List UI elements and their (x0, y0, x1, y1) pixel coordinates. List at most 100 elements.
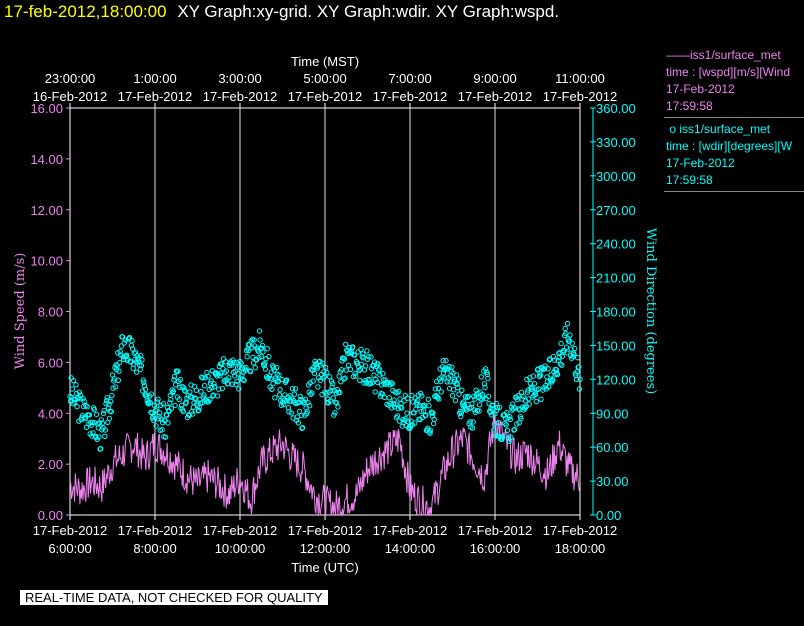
bottom-tick-date: 17-Feb-2012 (543, 523, 617, 538)
right-tick-label: 360.00 (596, 101, 636, 116)
wdir-point (147, 400, 154, 406)
wdir-point (173, 382, 179, 388)
wdir-point (152, 407, 159, 414)
wdir-point (151, 417, 157, 424)
wdir-point (327, 374, 333, 380)
wdir-point (426, 403, 432, 409)
bottom-tick-date: 17-Feb-2012 (203, 523, 277, 538)
wdir-point (380, 371, 386, 377)
wdir-point (508, 434, 514, 440)
wdir-point (435, 385, 441, 392)
legend-divider (664, 117, 804, 118)
wdir-point (193, 387, 200, 393)
wdir-point (321, 374, 328, 380)
wdir-point (217, 373, 223, 379)
right-tick-label: 300.00 (596, 169, 636, 184)
wdir-point (157, 410, 163, 416)
wdir-point (299, 425, 306, 431)
wdir-point (244, 354, 250, 360)
wdir-point (364, 356, 371, 363)
right-tick-label: 330.00 (596, 135, 636, 150)
legend-wspd-date: 17-Feb-2012 (666, 82, 735, 96)
right-tick-label: 0.00 (596, 508, 621, 523)
wdir-point (252, 365, 259, 371)
wdir-point (202, 375, 208, 381)
wdir-point (467, 419, 473, 425)
wdir-point (127, 358, 133, 365)
wdir-point (74, 403, 80, 410)
left-tick-label: 0.00 (38, 508, 63, 523)
wdir-point (214, 393, 221, 399)
wdir-point (545, 366, 551, 372)
wdir-point (86, 412, 93, 418)
quality-disclaimer: REAL-TIME DATA, NOT CHECKED FOR QUALITY (20, 590, 328, 605)
wdir-point (404, 395, 411, 401)
wdir-point (333, 390, 339, 396)
wdir-point (497, 404, 503, 410)
wdir-point (412, 420, 418, 426)
wdir-point (430, 410, 436, 416)
wdir-point (528, 386, 535, 392)
wdir-point (220, 356, 227, 362)
wdir-point (363, 363, 369, 369)
bottom-tick-date: 17-Feb-2012 (458, 523, 532, 538)
wdir-point (301, 399, 307, 405)
wdir-point (119, 334, 126, 340)
wdir-point (374, 379, 381, 385)
bottom-tick-time: 12:00:00 (300, 541, 351, 556)
wdir-point (440, 370, 447, 376)
wdir-point (309, 390, 315, 396)
legend-wspd-name: iss1/surface_met (690, 48, 781, 62)
wdir-point (546, 384, 552, 390)
wdir-point (241, 377, 247, 384)
bottom-tick-time: 14:00:00 (385, 541, 436, 556)
wdir-point (470, 419, 476, 425)
wdir-point (469, 401, 475, 407)
left-tick-label: 4.00 (38, 406, 63, 421)
wdir-point (507, 416, 513, 423)
wdir-point (372, 389, 378, 395)
wdir-point (511, 426, 518, 433)
top-tick-time: 11:00:00 (555, 71, 605, 86)
wdir-point (319, 391, 325, 398)
wdir-point (480, 394, 486, 400)
wdir-point (577, 376, 583, 382)
wdir-point (288, 410, 295, 416)
wdir-point (469, 425, 476, 431)
wdir-point (219, 385, 226, 392)
wdir-point (407, 425, 413, 432)
wdir-point (160, 401, 167, 407)
wdir-point (196, 407, 202, 413)
right-tick-label: 180.00 (596, 305, 636, 320)
wdir-point (319, 360, 326, 366)
wdir-point (351, 352, 358, 358)
wdir-point (332, 410, 338, 416)
wdir-point (393, 401, 399, 407)
wdir-point (129, 346, 136, 352)
wdir-point (422, 413, 428, 419)
wdir-point (553, 367, 560, 373)
left-tick-label: 16.00 (30, 101, 63, 116)
wdir-point (381, 394, 388, 401)
wdir-point (231, 360, 237, 366)
wdir-point (337, 389, 343, 396)
header: 17-feb-2012,18:00:00 XY Graph:xy-grid. X… (4, 2, 559, 22)
wdir-point (164, 412, 170, 418)
top-tick-date: 17-Feb-2012 (203, 89, 277, 104)
wdir-point (482, 366, 489, 372)
wdir-point (511, 427, 517, 433)
wdir-point (115, 377, 122, 383)
wdir-point (171, 374, 178, 380)
wdir-point (320, 375, 326, 381)
wdir-point (208, 378, 214, 384)
wdir-point (574, 355, 581, 361)
wdir-point (388, 380, 394, 386)
wdir-point (154, 399, 161, 405)
legend-wdir-marker: o (669, 122, 677, 136)
wdir-point (269, 386, 275, 392)
wdir-point (140, 377, 146, 383)
wdir-point (327, 398, 333, 404)
top-tick-time: 3:00:00 (218, 71, 261, 86)
wdir-point (118, 343, 125, 349)
wdir-point (98, 446, 104, 452)
